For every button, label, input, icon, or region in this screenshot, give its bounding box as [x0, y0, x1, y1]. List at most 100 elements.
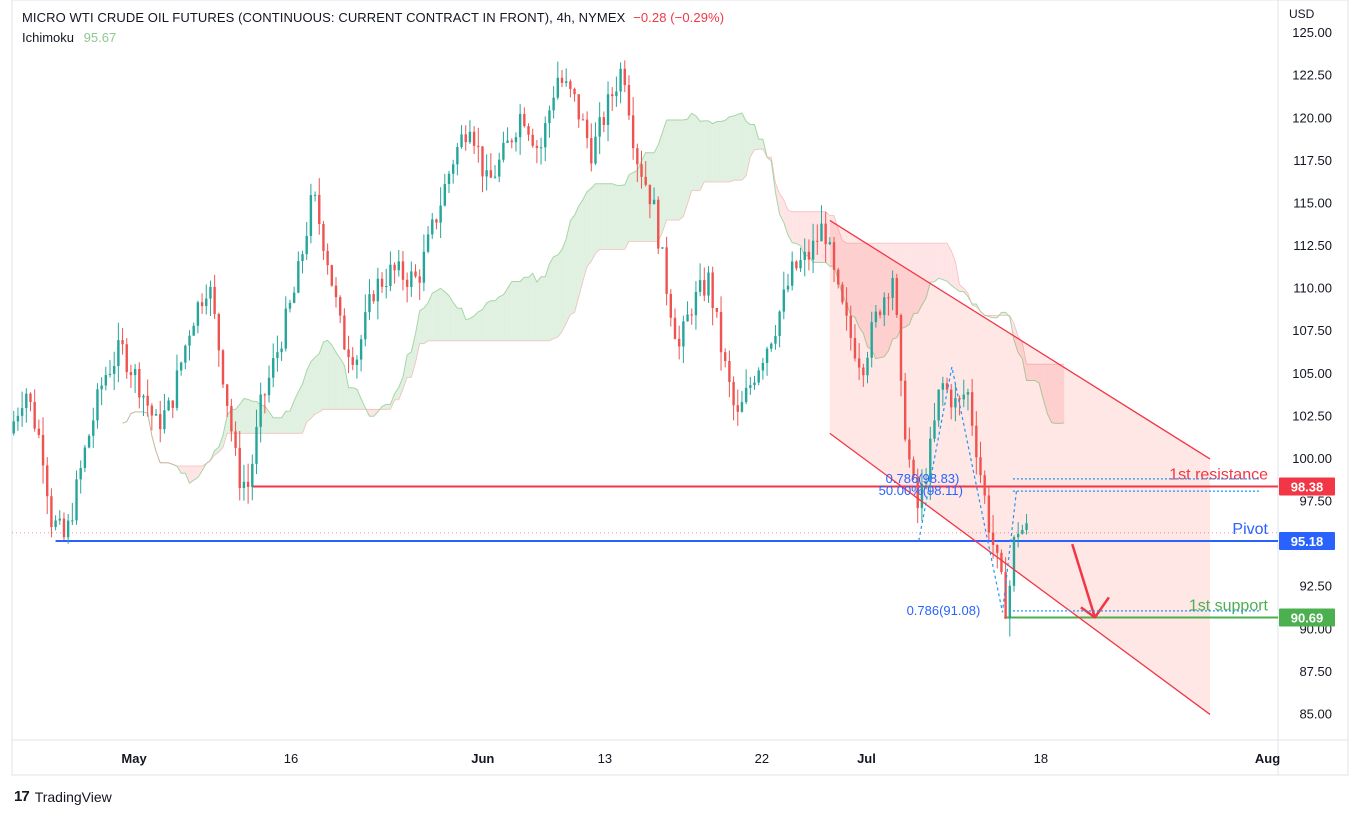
- chart-legend: MICRO WTI CRUDE OIL FUTURES (CONTINUOUS:…: [22, 9, 724, 47]
- candle-body: [79, 467, 82, 480]
- cloud-segment: [457, 308, 462, 341]
- candle-body: [397, 261, 400, 271]
- cloud-segment: [608, 183, 613, 250]
- candle-body: [364, 312, 367, 340]
- candle-body: [259, 394, 262, 427]
- cloud-segment: [319, 341, 324, 413]
- time-tick-label: Jul: [857, 751, 876, 766]
- candle-body: [460, 134, 463, 148]
- price-tick-label: 85.00: [1299, 706, 1332, 721]
- cloud-segment: [285, 411, 290, 434]
- candle-body: [263, 394, 267, 396]
- cloud-segment: [712, 121, 717, 182]
- cloud-segment: [716, 121, 722, 182]
- candle-body: [87, 435, 91, 448]
- candle-body: [58, 518, 61, 521]
- candle-body: [669, 293, 673, 318]
- price-badge-label: 90.69: [1291, 611, 1324, 626]
- price-tick-label: 107.50: [1292, 323, 1332, 338]
- cloud-segment: [683, 119, 688, 217]
- candle-body: [740, 402, 744, 412]
- candle-body: [121, 340, 124, 345]
- cloud-segment: [557, 249, 562, 338]
- candle-body: [108, 373, 112, 376]
- time-tick-label: 13: [598, 751, 612, 766]
- candle-body: [305, 235, 308, 255]
- candle-body: [1000, 552, 1003, 573]
- descending-channel[interactable]: [829, 219, 1211, 715]
- cloud-segment: [545, 263, 550, 341]
- candle-body: [347, 349, 350, 358]
- cloud-segment: [302, 370, 307, 434]
- candle-body: [866, 357, 869, 376]
- candle-body: [297, 261, 300, 293]
- cloud-segment: [741, 113, 747, 181]
- cloud-segment: [248, 399, 253, 434]
- candle-body: [62, 518, 66, 538]
- candle-body: [276, 352, 279, 359]
- cloud-segment: [787, 209, 793, 243]
- cloud-segment: [1018, 336, 1023, 359]
- candle-body: [33, 402, 36, 429]
- candle-body: [585, 119, 589, 139]
- indicator-name[interactable]: Ichimoku: [22, 30, 75, 45]
- currency-label[interactable]: USD: [1289, 7, 1315, 21]
- cloud-segment: [691, 113, 696, 191]
- cloud-segment: [252, 401, 257, 434]
- candle-body: [104, 375, 108, 386]
- candle-body: [200, 302, 204, 307]
- price-tick-label: 120.00: [1292, 110, 1332, 125]
- candle-body: [288, 302, 292, 309]
- cloud-segment: [499, 294, 504, 341]
- candle-body: [179, 362, 183, 371]
- candle-body: [849, 315, 852, 338]
- cloud-segment: [612, 183, 617, 250]
- cloud-segment: [737, 113, 742, 181]
- senkou-span-b: [122, 148, 1065, 467]
- cloud-segment: [235, 404, 240, 434]
- candle-body: [359, 339, 363, 360]
- cloud-segment: [909, 243, 914, 325]
- candle-body: [351, 357, 354, 365]
- price-tick-label: 115.00: [1293, 195, 1332, 210]
- brand-footer[interactable]: 17 TradingView: [14, 788, 112, 805]
- cloud-segment: [708, 120, 713, 182]
- time-axis[interactable]: May 16 Jun 13 22 Jul 18 Aug: [121, 751, 1280, 766]
- candle-body: [883, 297, 886, 316]
- candle-body: [548, 110, 551, 124]
- candle-body: [112, 366, 116, 374]
- cloud-segment: [670, 119, 675, 221]
- channel-fill: [829, 220, 1210, 715]
- candle-body: [477, 145, 480, 147]
- cloud-segment: [666, 119, 671, 221]
- cloud-segment: [277, 417, 282, 434]
- cloud-segment: [1039, 364, 1044, 400]
- candle-body: [581, 119, 585, 121]
- candle-body: [753, 382, 756, 386]
- candle-body: [560, 77, 564, 83]
- candle-body: [301, 254, 304, 262]
- candle-body: [544, 123, 547, 148]
- channel-area: [829, 220, 1210, 715]
- symbol-title[interactable]: MICRO WTI CRUDE OIL FUTURES (CONTINUOUS:…: [22, 10, 626, 25]
- candle-body: [724, 352, 727, 361]
- candle-body: [129, 372, 133, 376]
- cloud-segment: [804, 211, 809, 256]
- candle-body: [50, 496, 53, 528]
- cloud-segment: [959, 284, 964, 292]
- cloud-segment: [415, 310, 420, 363]
- candle-body: [640, 164, 643, 177]
- candle-body: [1012, 537, 1016, 586]
- cloud-segment: [1034, 364, 1040, 383]
- candle-body: [912, 459, 915, 477]
- candle-body: [1021, 530, 1024, 534]
- candle-body: [732, 381, 735, 406]
- price-tick-label: 105.00: [1292, 366, 1332, 381]
- cloud-segment: [402, 354, 408, 390]
- cloud-segment: [921, 243, 927, 306]
- price-tick-label: 102.50: [1292, 408, 1332, 423]
- cloud-segment: [587, 188, 592, 267]
- candle-body: [652, 199, 656, 205]
